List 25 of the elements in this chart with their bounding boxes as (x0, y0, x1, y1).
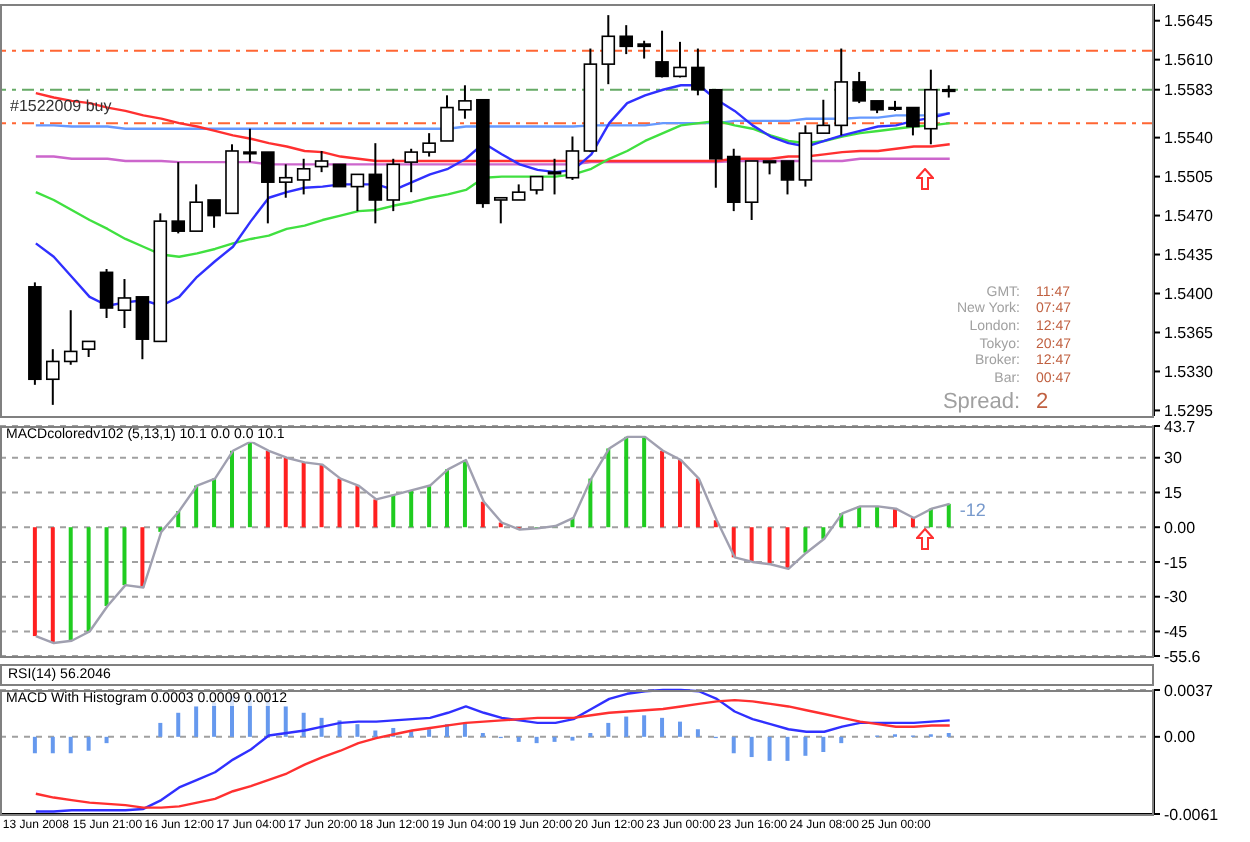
y-tick-label: 1.5540 (1164, 129, 1215, 148)
annotation: Spread: (940, 389, 1020, 414)
y-tick-label: 15 (1164, 484, 1183, 503)
y-tick-label: 1.5505 (1164, 168, 1215, 187)
y-tick-label: -55.6 (1164, 647, 1202, 666)
y-tick-label: 0.00 (1164, 728, 1197, 747)
y-tick-label: -30 (1164, 588, 1189, 607)
y-tick-label: 1.5470 (1164, 207, 1215, 226)
y-tick-label: 1.5365 (1164, 324, 1215, 343)
y-tick-label: 1.5400 (1164, 285, 1215, 304)
y-tick-label: 43.7 (1164, 417, 1197, 436)
y-tick-label: 1.5645 (1164, 12, 1215, 31)
y-tick-label: 1.5583 (1164, 81, 1215, 100)
y-tick-label: -0.0061 (1164, 805, 1220, 824)
y-tick-label: 1.5610 (1164, 51, 1215, 70)
text: -12 (959, 499, 986, 520)
y-tick-label: -45 (1164, 623, 1189, 642)
y-tick-label: 1.5435 (1164, 246, 1215, 265)
y-tick-label: 30 (1164, 449, 1183, 468)
y-tick-label: 1.5295 (1164, 402, 1215, 421)
y-tick-label: 0.00 (1164, 518, 1197, 537)
y-tick-label: -15 (1164, 553, 1189, 572)
text: 2 (1036, 389, 1049, 414)
y-tick-label: 1.5330 (1164, 363, 1215, 382)
y-tick-label: 0.0037 (1164, 681, 1215, 700)
